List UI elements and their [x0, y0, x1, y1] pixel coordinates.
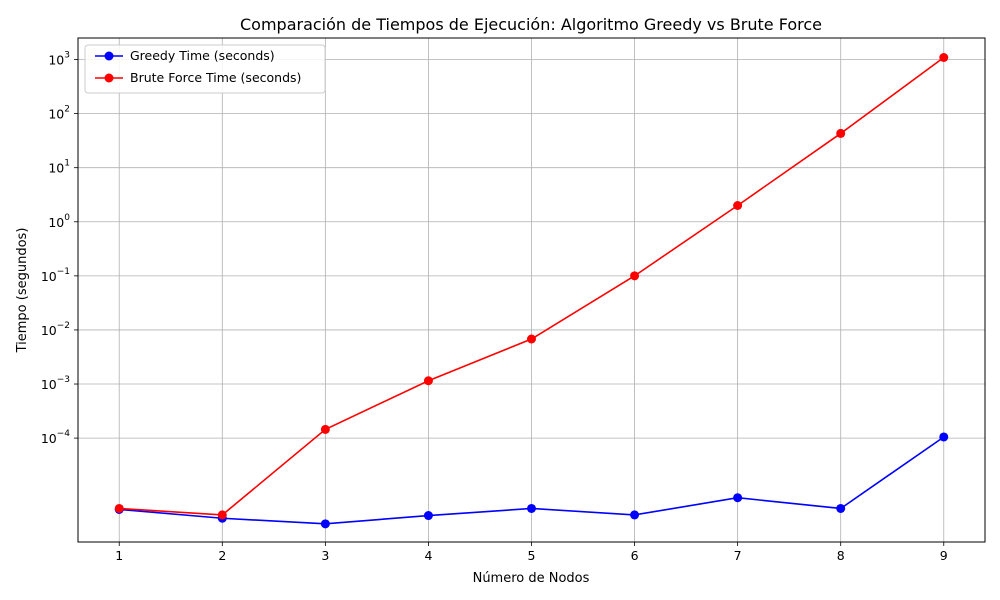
y-tick-exponent: 3 — [64, 51, 70, 61]
y-tick-label: 10−1 — [41, 267, 70, 284]
y-tick-exponent: −4 — [57, 429, 71, 439]
data-point — [733, 200, 743, 210]
data-point — [939, 52, 949, 62]
x-tick-label: 6 — [631, 548, 639, 563]
y-tick-label: 101 — [48, 159, 70, 176]
y-tick-exponent: 2 — [64, 105, 70, 115]
y-tick-base: 10 — [41, 269, 57, 284]
x-tick-label: 3 — [321, 548, 329, 563]
x-tick-label: 8 — [837, 548, 845, 563]
grid — [78, 38, 985, 542]
y-axis-label: Tiempo (segundos) — [15, 228, 30, 354]
data-point — [939, 432, 949, 442]
x-axis-label: Número de Nodos — [473, 571, 590, 586]
series-layer — [114, 52, 949, 529]
y-tick-exponent: −3 — [57, 375, 70, 385]
x-tick-label: 4 — [424, 548, 432, 563]
series-0 — [114, 432, 949, 529]
data-point — [423, 511, 433, 521]
data-point — [836, 503, 846, 513]
data-point — [320, 519, 330, 529]
x-tick-label: 7 — [734, 548, 742, 563]
y-tick-label: 10−2 — [41, 321, 70, 338]
x-tick-label: 1 — [115, 548, 123, 563]
y-tick-base: 10 — [48, 107, 64, 122]
legend-marker-brute-force — [104, 73, 114, 83]
x-axis: 1 2 3 4 5 6 7 8 9 — [115, 542, 948, 563]
y-tick-base: 10 — [41, 323, 57, 338]
y-tick-base: 10 — [41, 377, 57, 392]
y-tick-base: 10 — [48, 215, 64, 230]
y-tick-base: 10 — [41, 431, 57, 446]
y-tick-label: 100 — [48, 213, 70, 230]
data-point — [836, 128, 846, 138]
data-point — [114, 503, 124, 513]
data-point — [630, 271, 640, 281]
y-tick-exponent: 0 — [64, 213, 70, 223]
legend-label-greedy: Greedy Time (seconds) — [130, 48, 275, 63]
y-tick-label: 10−4 — [41, 429, 70, 446]
legend-label-brute-force: Brute Force Time (seconds) — [130, 70, 301, 85]
y-tick-exponent: 1 — [64, 159, 70, 169]
x-tick-label: 2 — [218, 548, 226, 563]
data-point — [527, 503, 536, 513]
y-tick-base: 10 — [48, 53, 64, 68]
data-point — [423, 376, 433, 386]
data-point — [733, 493, 743, 503]
legend: Greedy Time (seconds) Brute Force Time (… — [84, 44, 326, 94]
data-point — [527, 334, 536, 344]
y-tick-base: 10 — [48, 161, 64, 176]
series-1 — [114, 52, 949, 520]
y-tick-exponent: −2 — [57, 321, 70, 331]
y-tick-exponent: −1 — [57, 267, 70, 277]
data-point — [217, 510, 227, 520]
legend-marker-greedy — [104, 51, 114, 61]
y-tick-label: 103 — [48, 51, 70, 68]
y-tick-label: 10−3 — [41, 375, 70, 392]
data-point — [320, 424, 330, 434]
data-point — [630, 510, 640, 520]
x-tick-label: 9 — [940, 548, 948, 563]
chart-title: Comparación de Tiempos de Ejecución: Alg… — [240, 15, 822, 34]
x-tick-label: 5 — [528, 548, 536, 563]
legend-box — [84, 44, 326, 94]
y-tick-label: 102 — [48, 105, 70, 122]
